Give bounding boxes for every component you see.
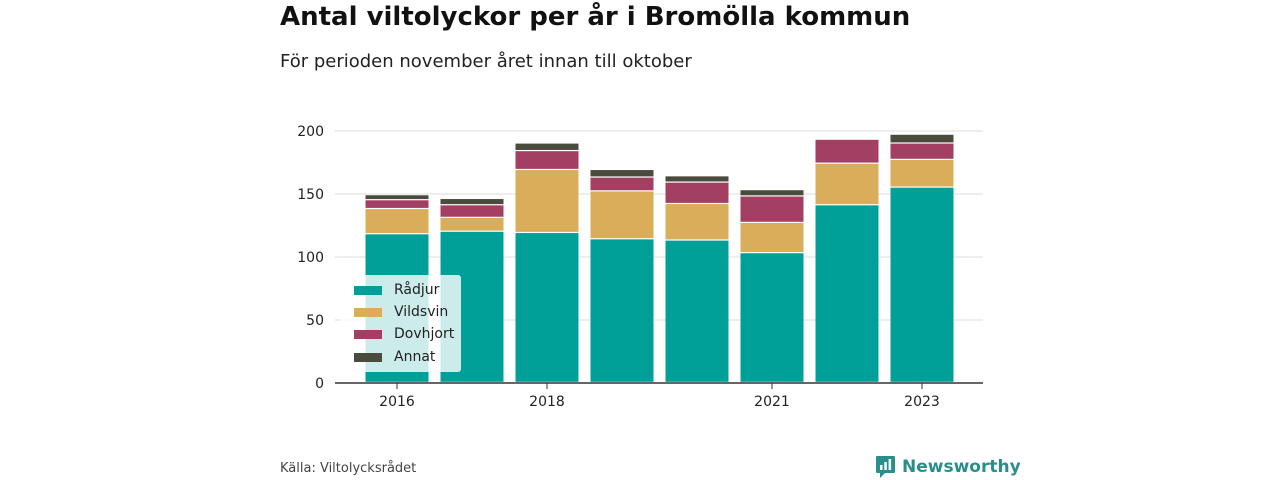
legend-swatch-vildsvin: [354, 307, 382, 317]
brand-logo[interactable]: Newsworthy: [875, 455, 1021, 479]
chart-title: Antal viltolyckor per år i Bromölla komm…: [280, 2, 911, 32]
x-tick-label-2018: 2018: [529, 394, 565, 410]
bar-radjur-2020[interactable]: [665, 240, 729, 382]
bar-dovhjort-2020[interactable]: [665, 182, 729, 203]
bar-dovhjort-2022[interactable]: [815, 139, 879, 163]
legend-swatch-dovhjort: [354, 329, 382, 339]
bar-annat-2021[interactable]: [740, 190, 804, 196]
bar-vildsvin-2020[interactable]: [665, 204, 729, 240]
bar-dovhjort-2023[interactable]: [890, 143, 954, 159]
bar-dovhjort-2019[interactable]: [590, 177, 654, 191]
axis-layer: 0 50 100 150 200 2016 2018 2021 2023: [297, 124, 983, 410]
bar-dovhjort-2017[interactable]: [440, 205, 504, 217]
bar-annat-2017[interactable]: [440, 199, 504, 205]
bar-dovhjort-2021[interactable]: [740, 196, 804, 222]
legend-item-radjur[interactable]: Rådjur: [354, 280, 439, 300]
y-tick-label-0: 0: [315, 376, 324, 392]
bar-vildsvin-2017[interactable]: [440, 217, 504, 231]
bar-vildsvin-2018[interactable]: [515, 170, 579, 232]
bar-vildsvin-2019[interactable]: [590, 191, 654, 239]
x-tick-label-2023: 2023: [904, 394, 940, 410]
bar-annat-2019[interactable]: [590, 170, 654, 177]
bar-vildsvin-2021[interactable]: [740, 222, 804, 253]
legend: Rådjur Vildsvin Dovhjort Annat: [341, 275, 461, 372]
bar-radjur-2023[interactable]: [890, 187, 954, 382]
y-tick-label-200: 200: [297, 124, 324, 140]
bar-annat-2023[interactable]: [890, 134, 954, 143]
y-tick-label-50: 50: [306, 313, 324, 329]
bar-vildsvin-2016[interactable]: [365, 209, 429, 234]
y-tick-label-100: 100: [297, 250, 324, 266]
y-tick-label-150: 150: [297, 187, 324, 203]
chart-subtitle: För perioden november året innan till ok…: [280, 51, 692, 72]
bar-vildsvin-2023[interactable]: [890, 159, 954, 187]
bar-annat-2020[interactable]: [665, 176, 729, 182]
bar-radjur-2021[interactable]: [740, 253, 804, 382]
x-tick-label-2021: 2021: [754, 394, 790, 410]
bar-dovhjort-2016[interactable]: [365, 200, 429, 208]
legend-swatch-radjur: [354, 285, 382, 295]
x-tick-label-2016: 2016: [379, 394, 415, 410]
bar-annat-2016[interactable]: [365, 195, 429, 200]
bar-annat-2018[interactable]: [515, 143, 579, 150]
bar-dovhjort-2018[interactable]: [515, 151, 579, 169]
legend-item-annat[interactable]: Annat: [354, 347, 435, 367]
bar-radjur-2019[interactable]: [590, 239, 654, 382]
bar-radjur-2022[interactable]: [815, 205, 879, 382]
source-note: Källa: Viltolycksrådet: [280, 461, 417, 476]
brand-name: Newsworthy: [902, 457, 1021, 477]
legend-item-dovhjort[interactable]: Dovhjort: [354, 324, 454, 344]
newsworthy-logo-icon: [876, 456, 895, 478]
legend-item-vildsvin[interactable]: Vildsvin: [354, 302, 448, 322]
bar-radjur-2018[interactable]: [515, 233, 579, 382]
legend-label-dovhjort: Dovhjort: [394, 326, 455, 342]
legend-label-annat: Annat: [394, 349, 436, 365]
bar-vildsvin-2022[interactable]: [815, 163, 879, 205]
legend-label-radjur: Rådjur: [394, 282, 440, 298]
legend-label-vildsvin: Vildsvin: [394, 304, 449, 320]
legend-swatch-annat: [354, 352, 382, 362]
